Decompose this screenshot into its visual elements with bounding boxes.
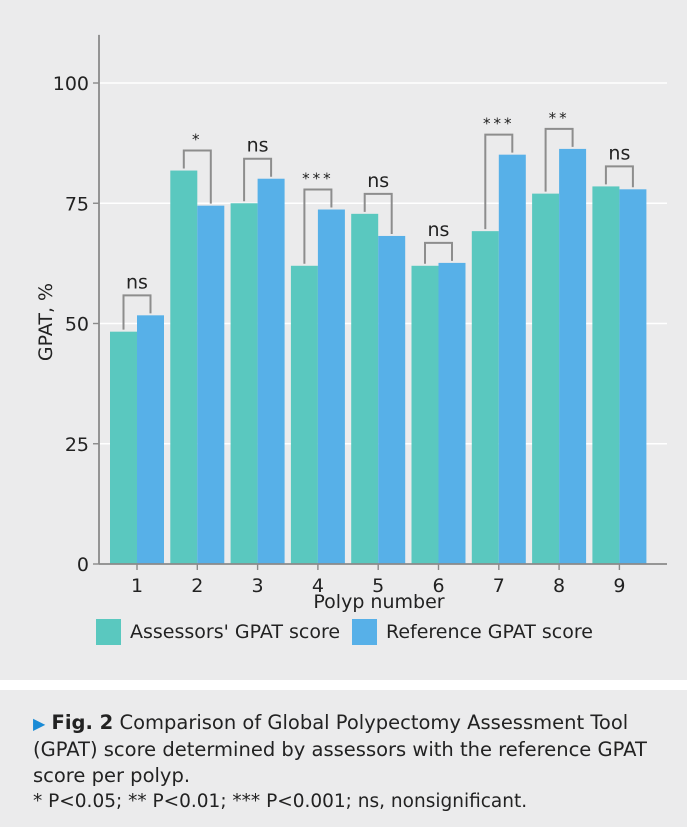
- significance-label: **: [549, 109, 570, 127]
- y-tick-label: 50: [65, 314, 89, 336]
- significance-label: ***: [483, 115, 515, 133]
- caption-arrow-icon: ▶: [33, 714, 46, 733]
- bar-reference: [559, 148, 587, 564]
- significance-label: ***: [302, 170, 334, 188]
- x-axis-label: Polyp number: [313, 591, 444, 613]
- bar-assessors: [471, 231, 499, 564]
- legend-swatch-assessors: [96, 619, 121, 645]
- x-tick-label: 2: [191, 575, 203, 597]
- caption-text: ▶ Fig. 2 Comparison of Global Polypectom…: [33, 710, 659, 789]
- significance-bracket: [544, 127, 574, 192]
- bar-reference: [498, 154, 526, 564]
- bar-assessors: [411, 265, 439, 564]
- bar-reference: [257, 178, 285, 564]
- significance-bracket: [363, 192, 393, 234]
- figure-panel: ns * ns *** ns ns *** ** ns 0 25 50 75 100 1 2 3 4 5 6 7 8 9 …: [0, 0, 687, 680]
- bars: [110, 148, 647, 565]
- significance-bracket: [303, 188, 333, 264]
- x-tick-label: 3: [252, 575, 264, 597]
- caption-footnote: * P<0.05; ** P<0.01; *** P<0.001; ns, no…: [33, 791, 528, 812]
- significance-label: ns: [367, 170, 389, 192]
- legend-swatch-reference: [352, 619, 377, 645]
- significance-bracket: [484, 133, 514, 230]
- significance-label: ns: [608, 142, 630, 164]
- y-tick-label: 0: [77, 554, 89, 576]
- legend-label-assessors: Assessors' GPAT score: [130, 621, 340, 643]
- bar-reference: [438, 262, 466, 564]
- x-tick-label: 8: [553, 575, 565, 597]
- x-tick-label: 1: [131, 575, 143, 597]
- significance-bracket: [182, 149, 212, 204]
- caption-body: Comparison of Global Polypectomy Assessm…: [33, 711, 647, 787]
- significance-bracket: [424, 241, 453, 264]
- x-tick-label: 5: [372, 575, 384, 597]
- bar-reference: [317, 209, 345, 565]
- significance-label: ns: [428, 219, 450, 241]
- bar-assessors: [290, 265, 318, 564]
- significance-bracket: [122, 294, 152, 330]
- caption-figure-label: Fig. 2: [51, 711, 114, 734]
- bar-assessors: [351, 213, 379, 564]
- significance-label: ns: [126, 271, 148, 293]
- bar-assessors: [110, 331, 137, 564]
- legend: Assessors' GPAT score Reference GPAT scor…: [96, 619, 593, 645]
- bar-reference: [378, 235, 406, 564]
- figure-caption: ▶ Fig. 2 Comparison of Global Polypectom…: [0, 690, 687, 827]
- significance-label: *: [192, 131, 203, 149]
- bar-reference: [619, 189, 647, 564]
- x-tick-label: 7: [493, 575, 505, 597]
- bar-assessors: [592, 186, 620, 565]
- bar-assessors: [170, 170, 198, 565]
- significance-label: ns: [247, 135, 269, 157]
- y-tick-label: 100: [53, 73, 89, 95]
- y-tick-label: 25: [65, 434, 89, 456]
- x-tick-label: 9: [613, 575, 625, 597]
- x-tick-label: 6: [432, 575, 444, 597]
- legend-label-reference: Reference GPAT score: [386, 621, 593, 643]
- y-axis-label: GPAT, %: [35, 283, 57, 361]
- bar-reference: [197, 205, 225, 564]
- significance-bracket: [243, 157, 273, 202]
- bar-reference: [137, 315, 164, 564]
- y-tick-label: 75: [65, 193, 89, 215]
- bar-assessors: [532, 193, 560, 564]
- x-tick-label: 4: [312, 575, 324, 597]
- significance-bracket: [604, 165, 634, 188]
- axes: 0 25 50 75 100 1 2 3 4 5 6 7 8 9: [53, 34, 667, 597]
- bar-assessors: [230, 203, 258, 564]
